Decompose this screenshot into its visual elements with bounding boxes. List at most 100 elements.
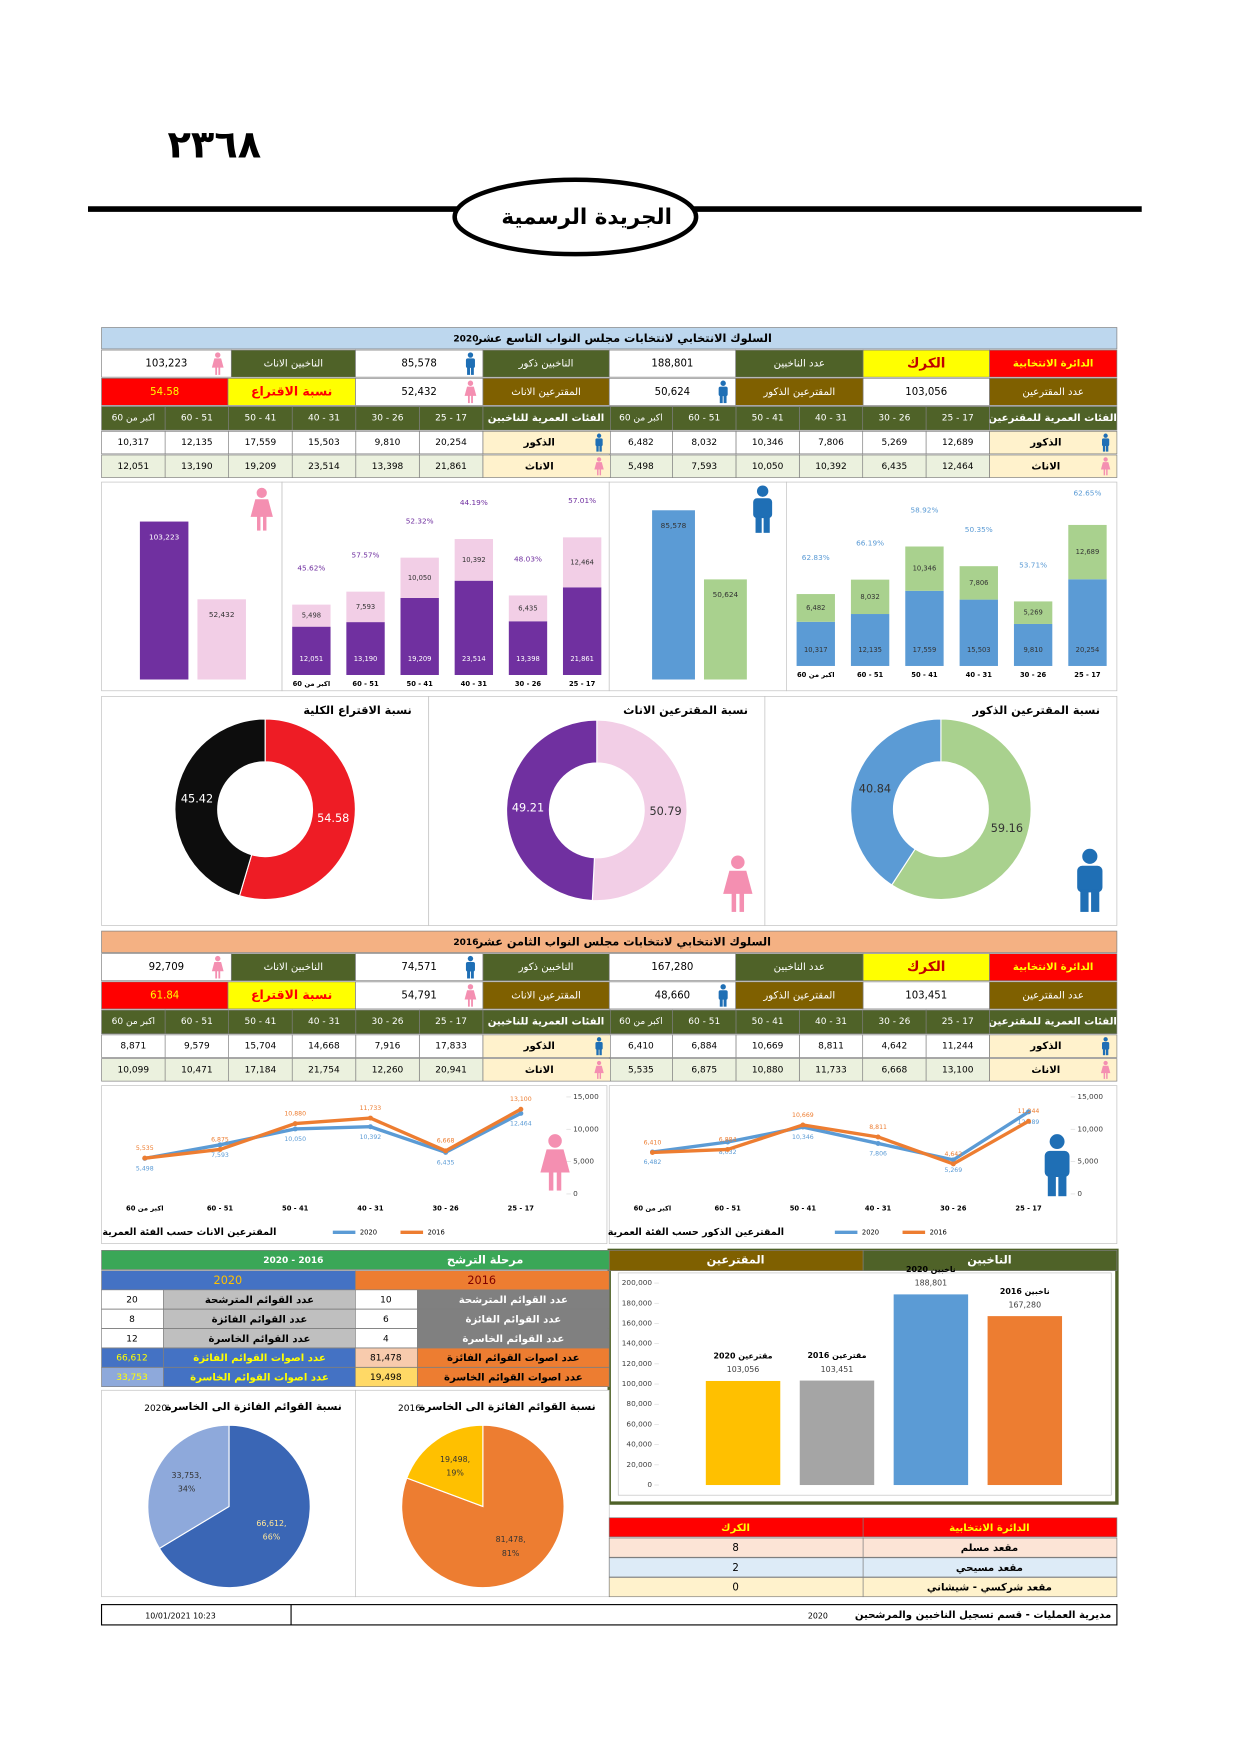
data-label: 11,733 xyxy=(360,1105,382,1112)
section-title-bar xyxy=(101,327,1118,350)
line xyxy=(144,1111,522,1161)
icon-head xyxy=(756,485,769,497)
x-tick-label: 30 - 26 xyxy=(940,1205,967,1213)
icon-leg xyxy=(599,469,602,476)
bar xyxy=(139,521,189,680)
table-value: 15,704 xyxy=(245,1042,277,1052)
summary-cell xyxy=(989,953,1118,982)
data-label: 7,806 xyxy=(969,579,988,587)
x-tick-label: اكبر من 60 xyxy=(797,671,835,679)
person-icon xyxy=(718,984,728,1007)
icon-body xyxy=(465,358,475,368)
rate-label: 48.03% xyxy=(514,554,542,563)
summary-text: 92,709 xyxy=(149,962,184,973)
person-icon xyxy=(595,433,603,452)
y-tick-label: 40,000 xyxy=(626,1440,652,1449)
data-label: 167,280 xyxy=(1009,1300,1042,1309)
icon-leg xyxy=(470,366,474,375)
x-tick-label: 30 - 26 xyxy=(1020,671,1047,679)
chart-panel xyxy=(101,1085,608,1244)
data-label: 9,810 xyxy=(1023,646,1042,654)
icon-leg xyxy=(597,1072,599,1079)
candidacy-years: 2020 - 2016 xyxy=(263,1256,323,1266)
data-label: 5,498 xyxy=(302,612,321,620)
x-tick-label: 60 - 51 xyxy=(352,680,379,688)
table-value: 33,753 xyxy=(116,1373,148,1383)
summary-cell xyxy=(355,953,484,982)
column-header: 50 - 41 xyxy=(244,413,276,423)
data-label: 6,435 xyxy=(518,604,537,612)
point xyxy=(950,1161,956,1167)
icon-body xyxy=(1077,865,1103,893)
icon-leg xyxy=(215,367,218,375)
age-table-title: الفئات العمرية للمقترعين xyxy=(988,1016,1117,1027)
column-header: 50 - 41 xyxy=(752,1017,784,1027)
age-table-title: الفئات العمرية للناخبين xyxy=(488,413,604,424)
chart-subtitle: 2020 xyxy=(144,1404,167,1414)
bar-segment xyxy=(850,579,890,615)
table-value: 13,398 xyxy=(372,462,404,472)
table-value: 15,503 xyxy=(308,438,340,448)
table-value: 13,100 xyxy=(942,1065,974,1075)
data-label: 5,535 xyxy=(136,1145,154,1152)
donut-segment xyxy=(238,718,356,901)
summary-text: 54,791 xyxy=(401,990,436,1001)
bar-segment xyxy=(292,626,331,675)
legend-label: 2020 xyxy=(360,1228,377,1236)
x-tick-label: 40 - 31 xyxy=(461,680,488,688)
row-label: عدد القوائم الخاسرة xyxy=(209,1334,311,1345)
x-tick-label: 60 - 51 xyxy=(715,1205,742,1213)
row-label: عدد القوائم الفائزة xyxy=(465,1314,561,1325)
data-label: 10,392 xyxy=(462,556,486,564)
table-value: 10,317 xyxy=(118,438,150,448)
table-value: 10,471 xyxy=(181,1065,213,1075)
data-label: 6,668 xyxy=(437,1138,455,1145)
table-value: 4 xyxy=(383,1334,389,1344)
rate-label: 50.35% xyxy=(965,525,993,534)
bar-segment xyxy=(796,621,835,666)
age-header-cell xyxy=(101,1009,166,1035)
pie-slice xyxy=(406,1424,484,1508)
x-tick-label: 30 - 26 xyxy=(432,1205,459,1213)
icon-leg xyxy=(596,445,599,452)
bar-segment xyxy=(1068,579,1107,666)
x-tick-label: 25 - 17 xyxy=(1074,671,1101,679)
seat-label: مقعد مسلم xyxy=(961,1543,1018,1554)
y-tick-label: 5,000 xyxy=(573,1157,594,1166)
seat-cell xyxy=(608,1577,864,1598)
legend-label: 2016 xyxy=(428,1228,445,1236)
icon-head xyxy=(1103,1037,1108,1042)
point xyxy=(292,1121,298,1127)
summary-cell xyxy=(608,981,736,1010)
rate-label: 57.01% xyxy=(568,496,596,505)
summary-text: عدد الناخبين xyxy=(774,359,825,370)
point xyxy=(518,1106,524,1112)
icon-head xyxy=(256,487,267,499)
x-tick-label: 40 - 31 xyxy=(357,1205,384,1213)
chart-panel xyxy=(281,481,610,692)
seat-label: مقعد شركسي - شيشاني xyxy=(927,1583,1052,1594)
bar-segment xyxy=(1068,524,1107,580)
row-label: عدد اصوات القوائم الخاسرة xyxy=(444,1373,583,1384)
row-label: الذكور xyxy=(523,1041,555,1052)
bar-segment xyxy=(905,590,944,666)
column-header: 60 - 51 xyxy=(688,1017,720,1027)
icon-leg xyxy=(1106,1072,1108,1079)
value-cell xyxy=(101,454,166,478)
rate-label: 66.19% xyxy=(856,539,884,548)
row-label: الاناث xyxy=(525,1065,554,1076)
column-header: 60 - 51 xyxy=(181,1017,213,1027)
data-label: 10,346 xyxy=(792,1134,814,1141)
data-label: 6,482 xyxy=(644,1159,662,1166)
pie-slice xyxy=(158,1424,311,1589)
summary-text: عدد المقترعين xyxy=(1022,990,1084,1001)
row-label: الاناث xyxy=(1031,461,1060,472)
table-value: 20,254 xyxy=(435,438,467,448)
summary-text: المقترعين الذكور xyxy=(762,387,835,398)
table-value: 9,579 xyxy=(184,1042,210,1052)
summary-text: الكرك xyxy=(907,959,945,975)
data-label: 10,346 xyxy=(913,565,937,573)
data-label: 21,861 xyxy=(570,655,594,663)
icon-body xyxy=(465,962,475,972)
